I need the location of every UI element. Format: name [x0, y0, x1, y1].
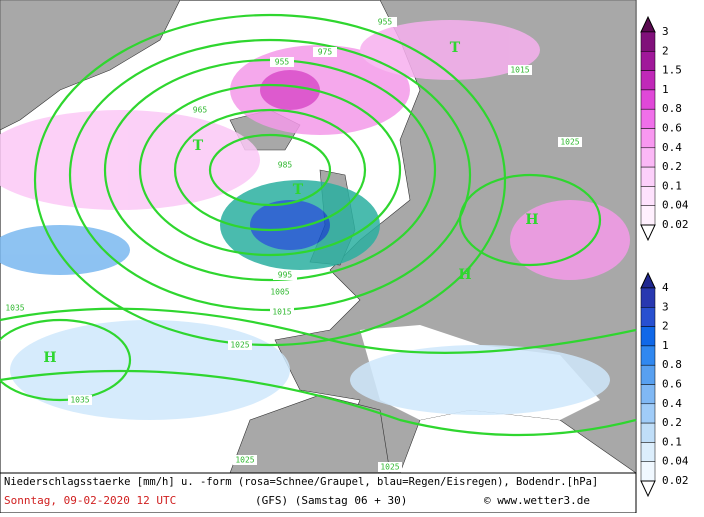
scale-label: 0.8	[662, 102, 682, 115]
label-bg	[270, 307, 294, 317]
pressure-center: H	[458, 267, 471, 283]
scale-box	[640, 384, 656, 405]
scale-label: 0.8	[662, 358, 682, 371]
scale-box	[640, 205, 656, 226]
scale-box	[640, 287, 656, 308]
label-bg	[273, 160, 297, 170]
scale-box	[640, 51, 656, 71]
scale-label: 0.02	[662, 474, 689, 487]
scale-label: 3	[662, 300, 669, 313]
isobar-label: 975	[318, 48, 333, 57]
isobar-label: 1015	[272, 308, 291, 317]
label-bg	[273, 270, 297, 280]
scale-label: 0.04	[662, 455, 689, 468]
scale-label: 1	[662, 339, 669, 352]
snow-precip	[0, 20, 630, 280]
scale-box	[640, 326, 656, 347]
label-bg	[188, 105, 212, 115]
isobar-label: 955	[275, 58, 290, 67]
label-bg	[508, 65, 532, 75]
label-bg	[268, 287, 292, 297]
pressure-center: T	[293, 182, 304, 198]
scale-label: 0.6	[662, 378, 682, 391]
isobar-label: 1025	[380, 463, 399, 472]
label-bg	[228, 340, 252, 350]
scale-box	[640, 364, 656, 385]
scale-label: 2	[662, 44, 669, 57]
scale-box	[640, 186, 656, 206]
pressure-center: T	[450, 40, 461, 56]
isobar-label: 1035	[5, 304, 24, 313]
scale-label: 0.02	[662, 218, 689, 231]
caption-date: Sonntag, 09-02-2020 12 UTC	[4, 494, 176, 507]
label-bg	[3, 303, 27, 313]
scale-label: 0.2	[662, 160, 682, 173]
scale-box	[640, 128, 656, 149]
scale-arrow	[640, 224, 656, 242]
scale-box	[640, 108, 656, 129]
isobar-label: 965	[193, 106, 208, 115]
isobar-label: 1025	[560, 138, 579, 147]
scale-arrow	[640, 480, 656, 498]
isobar-label: 1025	[230, 341, 249, 350]
isobar-label: 955	[378, 18, 393, 27]
scale-label: 0.4	[662, 141, 682, 154]
caption-source: © www.wetter3.de	[484, 494, 590, 507]
scale-label: 1	[662, 83, 669, 96]
scale-label: 4	[662, 281, 669, 294]
scale-label: 2	[662, 320, 669, 333]
scale-box	[640, 403, 656, 424]
label-bg	[233, 455, 257, 465]
label-bg	[270, 57, 294, 67]
scale-box	[640, 70, 656, 91]
label-bg	[313, 47, 337, 57]
label-bg	[378, 462, 402, 472]
isobar-label: 1005	[270, 288, 289, 297]
scale-box	[640, 89, 656, 110]
scale-label: 0.1	[662, 435, 682, 448]
caption-bg	[0, 472, 637, 514]
scale-box	[640, 307, 656, 327]
pressure-center: T	[193, 138, 204, 154]
caption-title: Niederschlagsstaerke [mm/h] u. -form (ro…	[4, 476, 598, 488]
label-bg	[68, 395, 92, 405]
scale-box	[640, 166, 656, 187]
caption-model: (GFS) (Samstag 06 + 30)	[255, 494, 407, 507]
label-bg	[373, 17, 397, 27]
scale-box	[640, 442, 656, 462]
isobar-label: 985	[278, 161, 293, 170]
isobar-label: 1015	[510, 66, 529, 75]
isobar-label: 995	[278, 271, 293, 280]
scale-label: 0.1	[662, 179, 682, 192]
isobar-label: 1025	[235, 456, 254, 465]
scale-box	[640, 147, 656, 168]
scale-label: 1.5	[662, 64, 682, 77]
scale-label: 0.6	[662, 122, 682, 135]
greenland	[0, 0, 181, 131]
isobar-label: 1035	[70, 396, 89, 405]
scale-box	[640, 345, 656, 366]
scale-box	[640, 31, 656, 52]
isobars	[0, 13, 637, 437]
scale-label: 3	[662, 25, 669, 38]
scale-label: 0.04	[662, 199, 689, 212]
scale-label: 0.2	[662, 416, 682, 429]
scale-box	[640, 422, 656, 443]
scale-label: 0.4	[662, 397, 682, 410]
pressure-center: H	[43, 350, 56, 366]
scale-box	[640, 461, 656, 482]
label-bg	[558, 137, 582, 147]
pressure-center: H	[525, 212, 538, 228]
